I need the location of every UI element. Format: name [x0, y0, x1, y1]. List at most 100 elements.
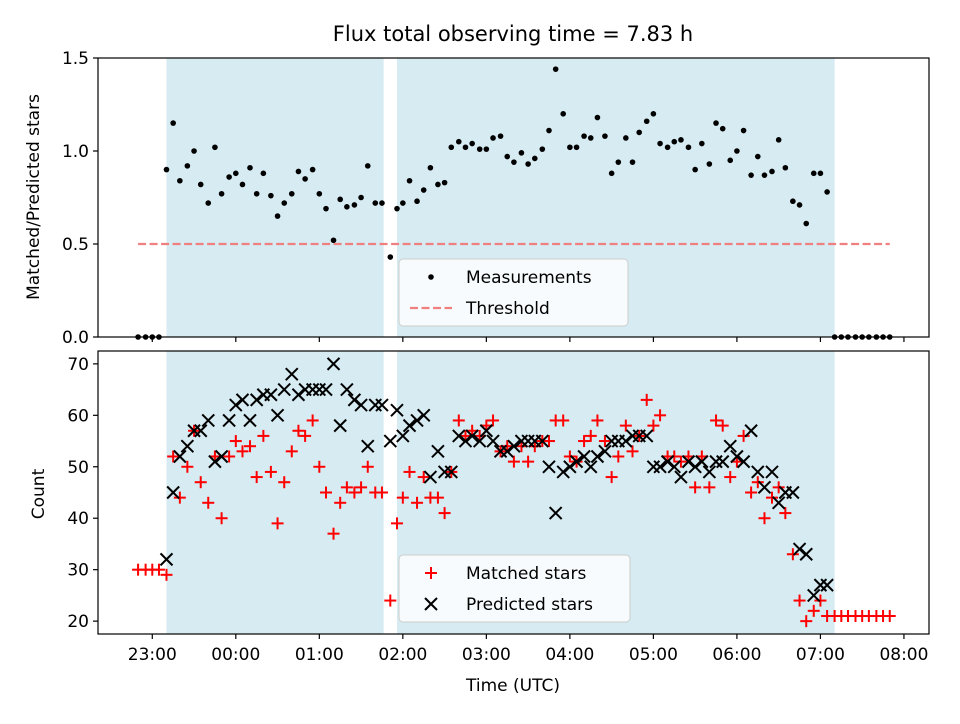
- matched-star-point: [431, 491, 444, 504]
- predicted-star-stroke-b: [235, 393, 250, 407]
- predicted-star-stroke-b: [577, 449, 591, 464]
- predicted-star-stroke-b: [264, 388, 278, 402]
- matched-star-point: [202, 496, 215, 509]
- measurement-point: [247, 164, 253, 171]
- legend-bottom-box: [398, 554, 631, 623]
- measurement-point: [302, 176, 308, 182]
- measurement-point: [441, 179, 448, 186]
- predicted-star-stroke-b: [402, 418, 417, 433]
- measurement-point: [629, 159, 636, 165]
- x-tick-label: 23:00: [128, 645, 177, 665]
- predicted-star-stroke-b: [472, 434, 487, 448]
- predicted-star-stroke-b: [180, 439, 195, 453]
- predicted-star-point: [452, 429, 466, 443]
- predicted-star-point: [667, 460, 681, 474]
- measurement-point: [525, 161, 531, 167]
- measurement-point: [233, 170, 239, 177]
- predicted-star-stroke-b: [688, 460, 702, 474]
- matched-star-point: [194, 476, 207, 489]
- matched-star-point: [152, 563, 165, 576]
- predicted-star-stroke-b: [431, 444, 445, 459]
- matched-star-point: [264, 465, 277, 478]
- matched-star-point: [396, 491, 409, 504]
- matched-star-point: [542, 435, 555, 448]
- predicted-star-stroke-b: [674, 470, 688, 484]
- predicted-star-stroke-b: [173, 449, 187, 464]
- matched-star-point: [814, 594, 827, 607]
- matched-star-point: [758, 512, 771, 525]
- measurement-point: [163, 166, 170, 173]
- measurement-point: [775, 137, 782, 143]
- predicted-star-point: [736, 454, 751, 469]
- predicted-star-point: [757, 480, 772, 495]
- predicted-star-stroke-b: [465, 429, 479, 443]
- predicted-star-point: [786, 485, 800, 500]
- predicted-star-stroke-b: [702, 465, 717, 479]
- measurement-point: [344, 204, 350, 210]
- predicted-star-stroke-b: [681, 454, 696, 469]
- predicted-star-point: [640, 429, 654, 443]
- measurement-point: [260, 170, 267, 177]
- measurement-point: [636, 129, 642, 136]
- matched-star-point: [689, 481, 702, 494]
- matched-star-point: [390, 517, 403, 530]
- predicted-star-stroke-b: [542, 460, 556, 474]
- measurement-point: [497, 133, 504, 139]
- predicted-star-stroke-b: [270, 408, 285, 423]
- predicted-star-stroke-b: [751, 465, 765, 479]
- measurement-point: [504, 153, 511, 160]
- measurement-point: [205, 200, 212, 206]
- legend-threshold-label: Threshold: [465, 299, 550, 319]
- predicted-star-stroke-b: [319, 382, 333, 397]
- matched-star-point: [668, 450, 681, 463]
- predicted-star-stroke-b: [340, 382, 354, 397]
- predicted-star-stroke-b: [695, 454, 709, 469]
- measurement-point: [719, 125, 726, 132]
- measurement-point: [594, 114, 601, 121]
- matched-star-point: [619, 419, 632, 432]
- measurement-point: [309, 166, 316, 173]
- predicted-star-point: [396, 429, 410, 443]
- predicted-star-stroke-b: [396, 429, 410, 443]
- bottom-y-tick-label: 50: [67, 458, 89, 478]
- matched-star-point: [786, 548, 799, 561]
- measurement-point: [657, 140, 663, 147]
- predicted-star-point: [807, 588, 821, 603]
- predicted-star-point: [619, 434, 633, 448]
- matched-star-point: [578, 435, 591, 448]
- predicted-star-point: [431, 444, 445, 459]
- predicted-star-stroke-b: [736, 454, 751, 469]
- matched-star-point: [647, 419, 660, 432]
- matched-star-point: [285, 445, 298, 458]
- matched-star-point: [417, 471, 430, 484]
- predicted-star-point: [820, 578, 834, 592]
- measurement-point: [623, 135, 629, 141]
- measurement-point: [358, 194, 364, 201]
- matched-star-point: [250, 471, 263, 484]
- bottom-y-tick-label: 40: [67, 509, 89, 529]
- predicted-star-point: [291, 388, 306, 402]
- measurement-point: [268, 192, 274, 199]
- bottom-y-tick-label: 30: [67, 561, 89, 581]
- top-y-tick-label: 0.0: [62, 328, 89, 348]
- predicted-star-point: [590, 449, 605, 464]
- matched-star-point: [703, 481, 716, 494]
- matched-star-point: [438, 507, 451, 520]
- measurement-point: [615, 159, 622, 165]
- measurement-point: [678, 137, 684, 143]
- measurement-point: [539, 146, 546, 152]
- predicted-star-point: [166, 485, 180, 500]
- predicted-star-stroke-b: [799, 547, 813, 561]
- measurement-point: [754, 153, 761, 160]
- predicted-star-point: [598, 444, 612, 459]
- measurement-point: [740, 127, 747, 134]
- predicted-star-stroke-b: [333, 418, 347, 433]
- matched-star-point: [522, 455, 535, 468]
- predicted-star-point: [159, 552, 174, 567]
- top-observing-window-0: [166, 58, 384, 337]
- matched-star-point: [375, 486, 388, 499]
- predicted-star-point: [354, 398, 368, 412]
- matched-star-point: [640, 393, 653, 406]
- measurement-point: [400, 200, 406, 206]
- measurement-point: [364, 163, 371, 169]
